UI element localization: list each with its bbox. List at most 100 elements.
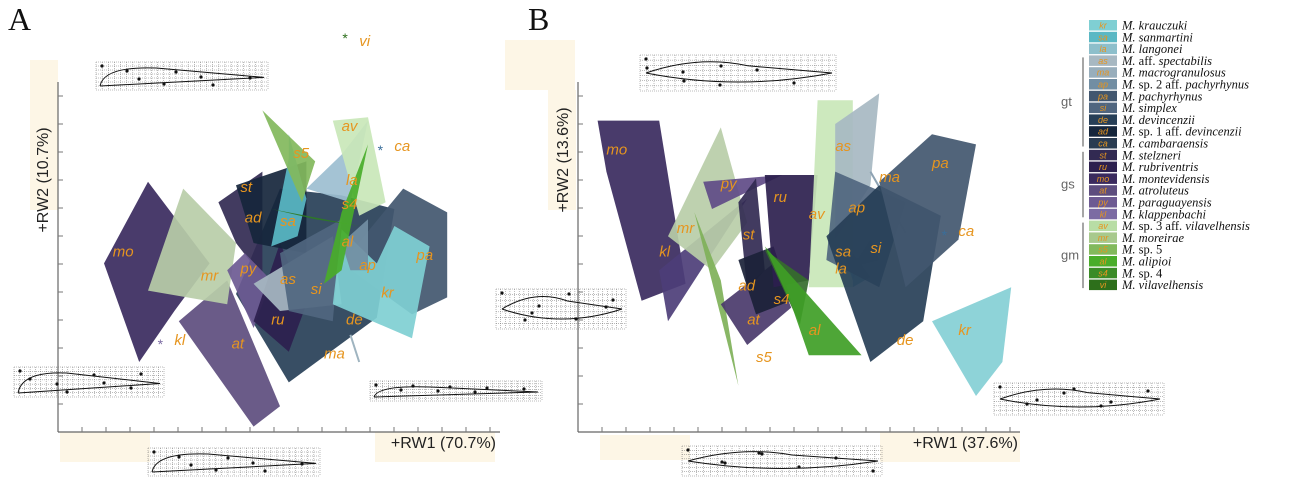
landmark: [604, 305, 608, 309]
landmark: [137, 77, 141, 81]
landmark: [719, 64, 723, 68]
landmark: [723, 461, 727, 465]
label-py: py: [239, 261, 257, 278]
panel-letter-a: A: [8, 1, 31, 37]
legend-name-part: klappenbachi: [1139, 207, 1207, 221]
label-at: at: [747, 312, 760, 329]
panel-b-y-axis-title: +RW2 (13.6%): [555, 107, 572, 212]
legend-name-part: sp. 4: [1139, 266, 1163, 280]
legend-code: ca: [1098, 139, 1108, 149]
landmark: [125, 69, 129, 73]
legend-item-si: si M. simplex: [1089, 101, 1177, 115]
panel-a-ticks: [58, 95, 491, 432]
legend-swatch: [1089, 185, 1117, 196]
legend-item-st: st M. stelzneri: [1089, 148, 1182, 162]
label-mo: mo: [606, 142, 627, 159]
legend-name-part: spectabilis: [1159, 54, 1213, 68]
label-ma: ma: [879, 169, 900, 186]
label-ru: ru: [774, 189, 788, 206]
legend-name: M. sp. 1 aff. devincenzii: [1121, 125, 1242, 139]
legend-name-part: atroluteus: [1139, 184, 1189, 198]
landmark: [139, 372, 143, 376]
label-la: la: [835, 261, 847, 278]
landmark: [214, 468, 218, 472]
landmark: [55, 382, 59, 386]
landmark: [189, 463, 193, 467]
legend-swatch: [1089, 244, 1117, 255]
landmark: [1099, 404, 1103, 408]
legend-item-as: as M. aff. spectabilis: [1089, 54, 1212, 68]
patch-a-left-2: [30, 140, 58, 210]
legend-item-mo: mo M. montevidensis: [1089, 172, 1210, 186]
legend-name: M. klappenbachi: [1121, 207, 1207, 221]
legend-name: M. rubriventris: [1121, 160, 1199, 174]
legend-name-part: rubriventris: [1139, 160, 1199, 174]
legend-name: M. devincenzii: [1121, 113, 1195, 127]
label-sa: sa: [280, 213, 296, 230]
legend-name-part: vilavelhensis: [1139, 278, 1204, 292]
deformation-grids: [13, 54, 1165, 477]
legend-swatch: [1089, 90, 1117, 102]
legend-item-s5: s5 M. sp. 5: [1089, 243, 1162, 257]
landmark: [567, 292, 571, 296]
landmark: [755, 68, 759, 72]
legend-code: av: [1098, 221, 1108, 231]
patch-a-bottom-1: [60, 432, 150, 462]
label-s4: s4: [342, 196, 358, 213]
legend-item-kr: kr M. krauczuki: [1089, 19, 1188, 33]
landmark: [18, 369, 22, 373]
landmark: [152, 450, 156, 454]
legend-swatch: [1089, 232, 1117, 243]
legend-swatch: [1089, 102, 1117, 114]
grid-outline: [151, 453, 317, 473]
legend-swatch: [1089, 173, 1117, 184]
legend-swatch: [1089, 20, 1117, 31]
landmark: [760, 452, 764, 456]
landmark: [1072, 387, 1076, 391]
legend-swatch: [1089, 208, 1117, 220]
legend-swatch: [1089, 197, 1117, 208]
legend-name: M. langonei: [1121, 42, 1183, 56]
hull-s5: [262, 110, 316, 203]
hull-s4: [271, 209, 360, 226]
grid-outline: [999, 388, 1161, 408]
legend-code: kl: [1100, 209, 1108, 219]
legend-code: mr: [1098, 233, 1109, 243]
panel-a-axes: [57, 82, 500, 433]
legend-item-py: py M. paraguayensis: [1089, 196, 1212, 210]
legend-swatch: [1089, 114, 1117, 125]
patch-b-bottom: [880, 432, 1020, 462]
landmark: [129, 386, 133, 390]
hull-av: [332, 117, 386, 216]
label-pa: pa: [415, 247, 433, 264]
landmark: [248, 76, 252, 80]
landmark: [199, 75, 203, 79]
grid-outline: [501, 296, 623, 320]
legend-name-part: sp. 1 aff.: [1139, 125, 1186, 139]
legend-name-part: devincenzii: [1139, 113, 1196, 127]
label-mr: mr: [201, 267, 219, 284]
legend-name-part: M.: [1121, 196, 1139, 210]
landmark: [102, 381, 106, 385]
label-ca: ca: [394, 138, 410, 155]
patch-b-bottom-2: [600, 435, 690, 460]
legend-item-vi: vi M. vilavelhensis: [1089, 278, 1203, 292]
legend-name-part: M.: [1121, 207, 1139, 221]
landmark: [574, 317, 578, 321]
legend-code: la: [1099, 44, 1106, 54]
label-kr: kr: [381, 284, 395, 301]
landmark: [871, 469, 875, 473]
hull-kr: [932, 287, 1012, 396]
legend-code: at: [1099, 186, 1107, 196]
legend-name-part: M.: [1121, 172, 1139, 186]
legend-name: M. krauczuki: [1121, 19, 1188, 33]
landmark: [792, 81, 796, 85]
legend-swatch: [1089, 267, 1117, 279]
label-py: py: [720, 176, 738, 193]
label-pa: pa: [931, 155, 949, 172]
legend-name: M. sp. 5: [1121, 243, 1162, 257]
legend-swatch: [1089, 43, 1117, 55]
label-si: si: [311, 281, 323, 298]
grid-a-top: [95, 61, 269, 91]
